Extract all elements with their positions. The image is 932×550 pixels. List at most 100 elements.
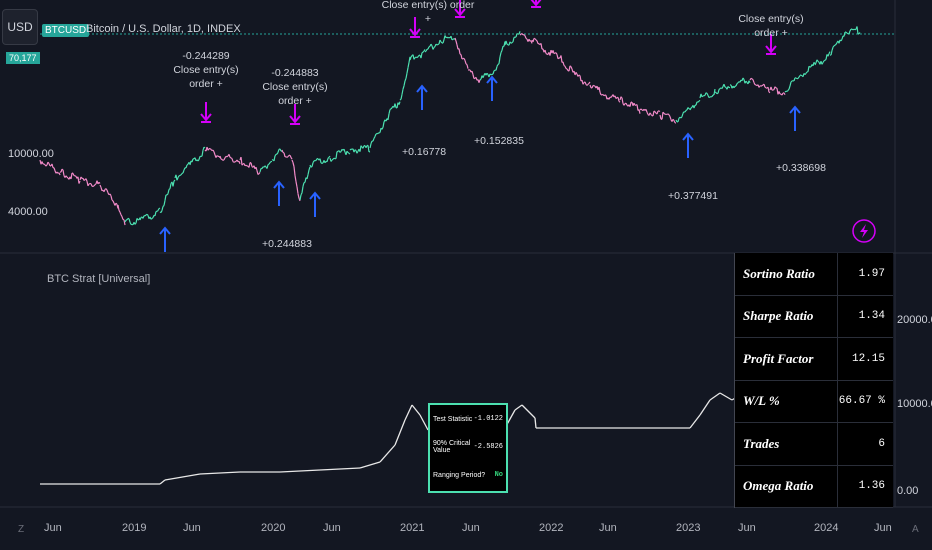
price-segment	[162, 205, 165, 207]
price-segment	[401, 89, 404, 95]
price-segment	[641, 109, 644, 112]
price-segment	[675, 119, 678, 123]
price-segment	[151, 217, 154, 219]
price-segment	[129, 221, 132, 225]
price-segment	[650, 114, 653, 117]
price-segment	[370, 140, 373, 144]
test-label: 90% Critical Value	[433, 440, 471, 454]
price-segment	[276, 152, 279, 155]
price-segment	[286, 156, 289, 158]
price-segment	[501, 46, 504, 51]
price-segment	[532, 38, 535, 43]
price-segment	[315, 158, 318, 161]
equity-curve-group	[40, 392, 741, 485]
auto-scale-button[interactable]: A	[912, 524, 919, 535]
price-segment	[180, 173, 183, 176]
price-segment	[289, 155, 292, 158]
equity-segment	[534, 417, 537, 429]
price-segment	[589, 84, 592, 88]
price-segment	[832, 45, 835, 48]
price-segment	[753, 82, 756, 85]
price-segment	[244, 164, 247, 167]
x-axis-label: 2024	[814, 522, 839, 534]
price-segment	[124, 219, 127, 223]
price-segment	[466, 64, 469, 69]
annotation-order-text: Close entry(s) order +	[381, 0, 475, 25]
price-segment	[212, 149, 215, 153]
stat-label: Profit Factor	[743, 350, 814, 366]
price-segment	[497, 63, 500, 65]
price-segment	[115, 202, 118, 205]
price-segment	[216, 155, 219, 157]
x-axis-label: Jun	[599, 522, 617, 534]
price-segment	[727, 86, 730, 89]
x-axis-label: 2019	[122, 522, 147, 534]
price-segment	[479, 78, 482, 81]
currency-button[interactable]: USD	[2, 9, 38, 45]
test-row: Ranging Period? No	[430, 461, 506, 489]
price-segment	[80, 176, 83, 179]
price-segment	[223, 157, 226, 161]
price-segment	[347, 151, 350, 154]
zoom-button[interactable]: Z	[18, 524, 25, 535]
price-segment	[176, 177, 179, 181]
price-segment	[562, 61, 565, 66]
x-axis-label: Jun	[183, 522, 201, 534]
price-segment	[625, 102, 628, 106]
price-segment	[519, 33, 522, 36]
x-axis-label: 2020	[261, 522, 286, 534]
price-segment	[856, 26, 859, 35]
price-segment	[615, 97, 618, 100]
stats-table: Sortino Ratio 1.97 Sharpe Ratio 1.34 Profi…	[734, 253, 893, 508]
price-segment	[536, 40, 539, 44]
test-row: 90% Critical Value -2.5826	[430, 433, 506, 461]
price-segment	[269, 161, 272, 164]
indicator-title[interactable]: BTC Strat [Universal]	[47, 273, 151, 285]
trade-annotation: -0.244883 Close entry(s) order +	[255, 66, 335, 108]
price-segment	[140, 216, 143, 219]
price-segment	[684, 110, 687, 113]
price-segment	[661, 112, 664, 120]
entry-arrow-head	[486, 75, 498, 84]
price-segment	[245, 164, 248, 167]
symbol-tag[interactable]: BTCUSD	[42, 24, 90, 37]
price-segment	[706, 93, 709, 96]
price-segment	[793, 77, 796, 82]
price-segment	[566, 68, 569, 71]
price-segment	[389, 108, 392, 110]
price-segment	[666, 113, 669, 115]
price-segment	[92, 185, 95, 187]
price-segment	[733, 85, 736, 89]
exit-arrow-head	[409, 28, 421, 37]
price-segment	[348, 152, 351, 155]
price-segment	[78, 180, 81, 184]
stats-row: Sharpe Ratio 1.34	[735, 295, 893, 338]
symbol-title[interactable]: Bitcoin / U.S. Dollar, 1D, INDEX	[86, 23, 241, 35]
price-segment	[62, 169, 65, 176]
price-segment	[814, 62, 817, 66]
price-segment	[61, 168, 64, 171]
price-segment	[430, 43, 433, 47]
price-segment	[823, 59, 826, 62]
price-segment	[460, 54, 463, 60]
price-segment	[103, 189, 106, 192]
price-segment	[524, 35, 527, 39]
x-axis-label: Jun	[874, 522, 892, 534]
price-segment	[65, 175, 68, 178]
price-segment	[827, 53, 830, 57]
price-segment	[382, 121, 385, 128]
x-axis-label: Jun	[44, 522, 62, 534]
price-segment	[560, 55, 563, 63]
price-segment	[290, 157, 293, 160]
price-segment	[72, 173, 75, 176]
exit-arrow-head	[289, 115, 301, 124]
bolt-icon[interactable]	[852, 219, 876, 243]
entry-arrow-head	[159, 226, 171, 235]
price-segment	[708, 96, 711, 99]
price-segment	[251, 166, 254, 168]
price-segment	[356, 150, 359, 154]
price-segment	[279, 148, 282, 152]
price-segment	[301, 186, 304, 193]
price-segment	[420, 52, 423, 59]
